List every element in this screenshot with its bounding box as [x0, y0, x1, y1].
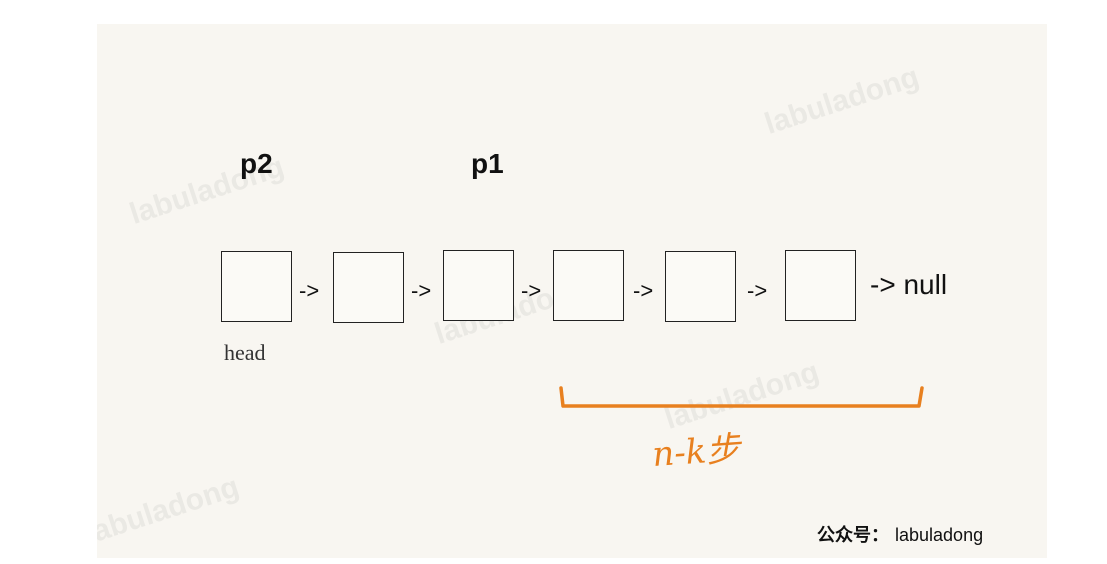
- arrow-1: ->: [299, 278, 320, 303]
- list-node-3: [443, 250, 514, 321]
- watermark: labuladong: [760, 60, 924, 141]
- arrow-2: ->: [411, 278, 432, 303]
- credit-name: labuladong: [895, 525, 984, 545]
- arrow-3: ->: [521, 278, 542, 303]
- brace-annotation: n-k步: [650, 428, 742, 476]
- credit-prefix: 公众号：: [817, 525, 889, 546]
- pointer-p1-label: p1: [471, 148, 504, 179]
- list-node-2: [333, 252, 404, 323]
- list-node-6: [785, 250, 856, 321]
- pointer-p2-label: p2: [240, 148, 273, 179]
- arrow-5: ->: [747, 278, 768, 303]
- credit: 公众号： labuladong: [817, 521, 983, 547]
- list-node-5: [665, 251, 736, 322]
- list-node-4: [553, 250, 624, 321]
- list-node-1: [221, 251, 292, 322]
- watermark: labuladong: [97, 470, 244, 551]
- null-label: -> null: [870, 269, 948, 300]
- diagram-canvas: labuladong labuladong labuladong labulad…: [97, 24, 1047, 558]
- arrow-4: ->: [633, 278, 654, 303]
- head-label: head: [224, 340, 266, 365]
